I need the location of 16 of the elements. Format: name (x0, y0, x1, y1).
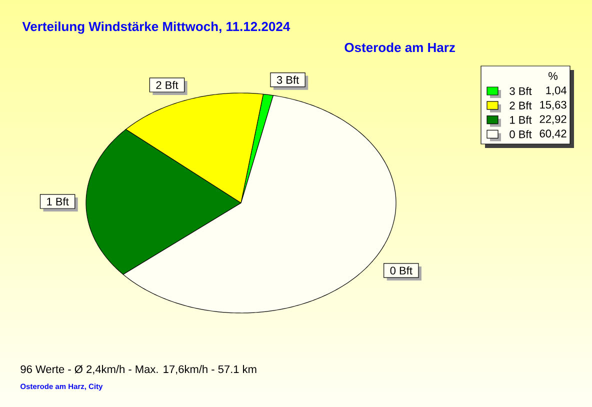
slice-label: 3 Bft (276, 76, 299, 84)
text: 96 Werte - Ø 2,4km/h - Max. 17,6km/h - 57.1 km (20, 365, 256, 374)
slice-label: 1 Bft (47, 197, 69, 206)
data-label: 60,42 (540, 130, 566, 139)
legend-label: 1 Bft (510, 116, 532, 124)
legend-label: 2 Bft (510, 101, 532, 110)
legend-title: % (548, 72, 558, 80)
chart-subtitle: Osterode am Harz (344, 42, 455, 52)
legend-label: 0 Bft (510, 130, 532, 138)
data-label: 1,04 (546, 86, 566, 96)
data-label: 22,92 (540, 115, 566, 124)
chart-title: Verteilung Windstärke Mittwoch, 11.12.2024 (22, 22, 290, 34)
slice-label: 2 Bft (156, 80, 178, 90)
legend-label: 3 Bft (510, 86, 532, 96)
slice-label: 0 Bft (390, 266, 412, 275)
data-label: 15,63 (540, 100, 566, 110)
